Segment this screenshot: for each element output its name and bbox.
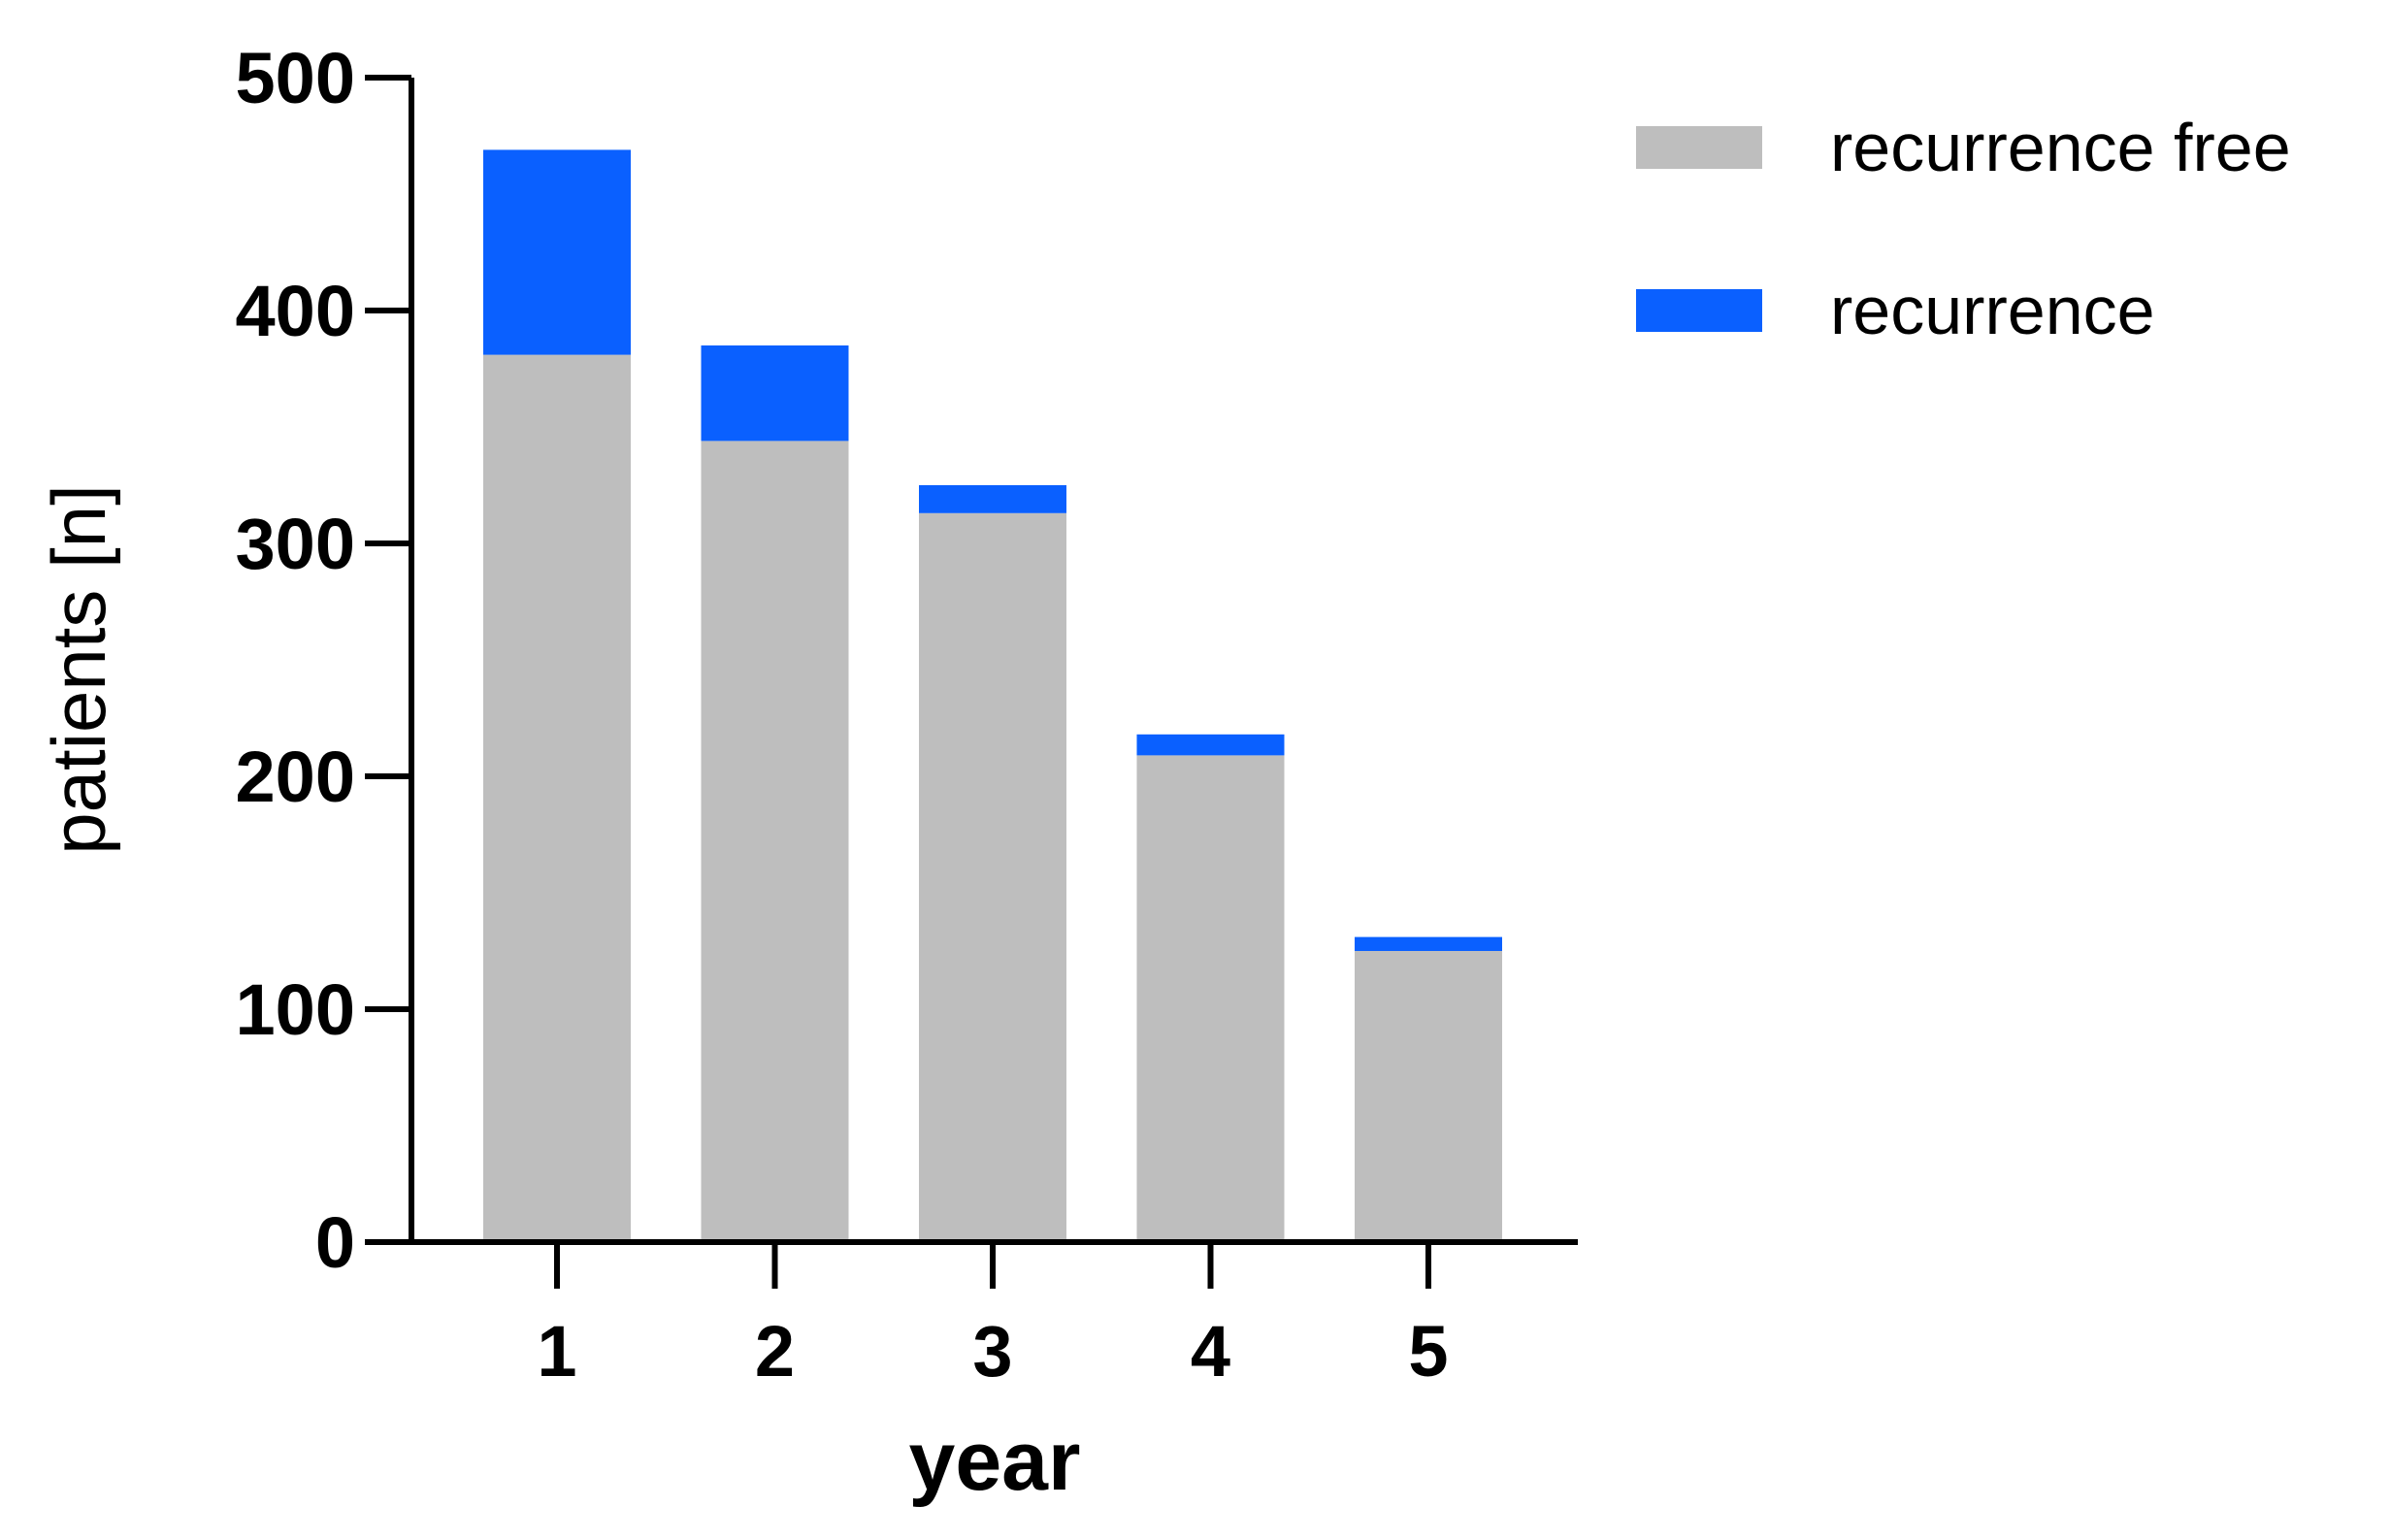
x-tick-label: 2 (755, 1311, 795, 1392)
bar-recurrence-year-2 (701, 345, 849, 442)
x-ticks: 1 2 3 4 5 (537, 1242, 1449, 1392)
y-axis-title: patients [n] (36, 484, 121, 855)
bars-layer (483, 149, 1502, 1243)
bar-recurrence-year-3 (919, 485, 1066, 513)
x-tick-label: 4 (1191, 1311, 1230, 1392)
x-tick-label: 1 (537, 1311, 576, 1392)
bar-recurrence-year-5 (1355, 936, 1502, 951)
legend-swatch-recurrence (1636, 289, 1762, 332)
y-tick-label: 400 (236, 271, 355, 351)
x-axis-title: year (909, 1415, 1081, 1508)
bar-recurrence-year-1 (483, 149, 631, 355)
y-tick-label: 0 (315, 1202, 355, 1283)
y-tick-label: 300 (236, 504, 355, 584)
bar-recurrence-free-year-1 (483, 354, 631, 1243)
legend: recurrence free recurrence (1636, 110, 2291, 348)
bar-recurrence-free-year-5 (1355, 951, 1502, 1242)
bar-recurrence-free-year-2 (701, 441, 849, 1242)
bar-recurrence-free-year-3 (919, 512, 1066, 1242)
y-tick-label: 100 (236, 969, 355, 1050)
x-tick-label: 5 (1408, 1311, 1448, 1392)
x-tick-label: 3 (972, 1311, 1012, 1392)
legend-swatch-recurrence-free (1636, 126, 1762, 169)
y-ticks: 0 100 200 300 400 500 (236, 38, 411, 1283)
legend-label-recurrence-free: recurrence free (1830, 110, 2291, 185)
bar-recurrence-year-4 (1136, 734, 1285, 756)
bar-recurrence-free-year-4 (1136, 755, 1285, 1242)
legend-label-recurrence: recurrence (1830, 273, 2155, 348)
y-tick-label: 500 (236, 38, 355, 118)
y-tick-label: 200 (236, 737, 355, 817)
